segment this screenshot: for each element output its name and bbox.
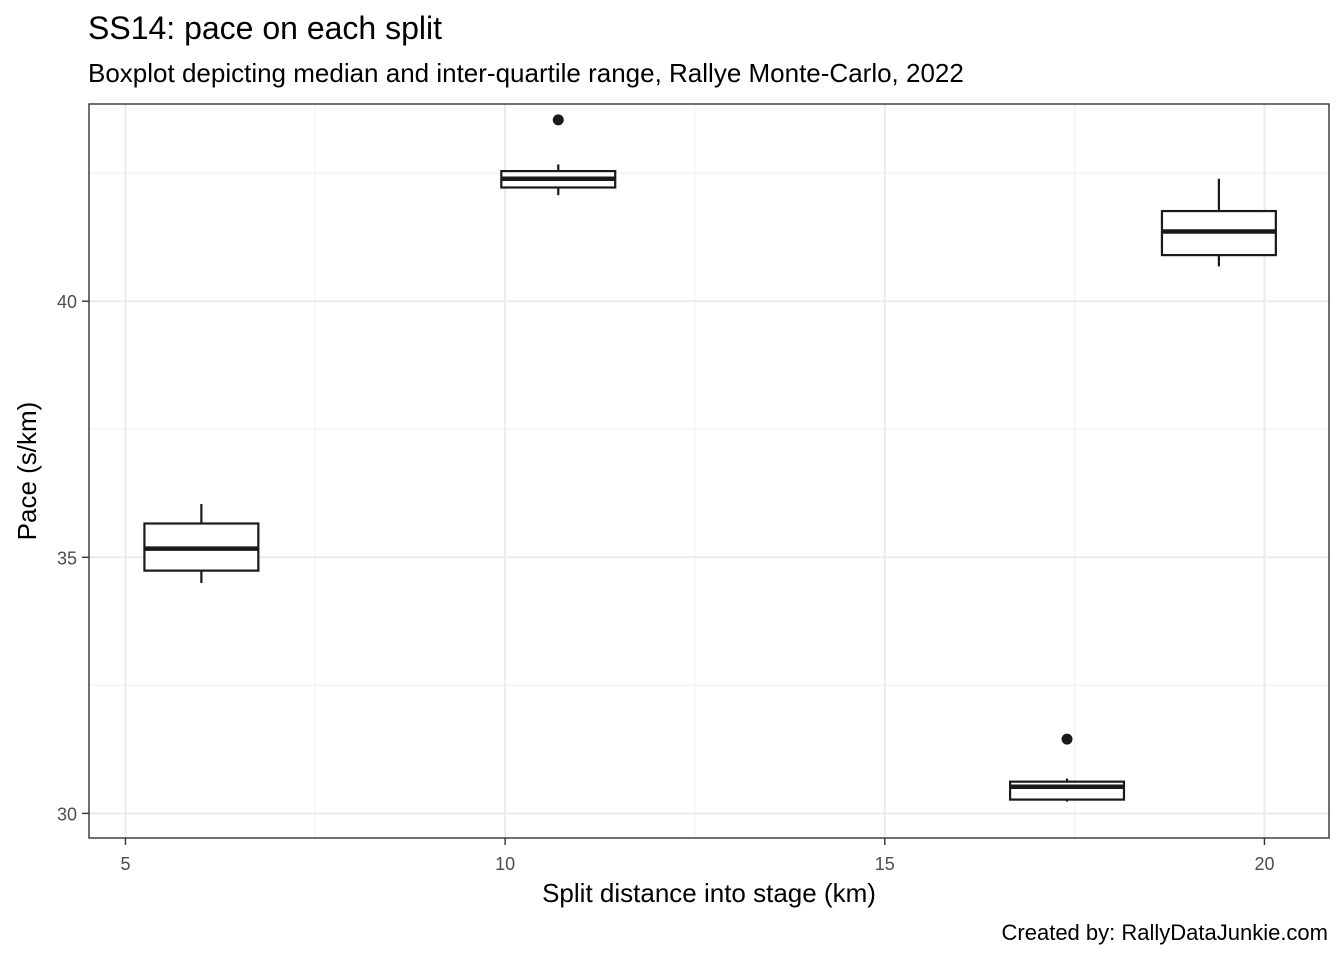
y-tick-label: 30	[57, 804, 77, 824]
outlier-point	[1061, 733, 1073, 745]
y-tick-label: 40	[57, 292, 77, 312]
iqr-box	[1008, 780, 1126, 801]
box-group	[500, 114, 617, 196]
chart-title: SS14: pace on each split	[88, 10, 443, 46]
box-group	[1008, 733, 1126, 802]
chart-subtitle: Boxplot depicting median and inter-quart…	[88, 58, 964, 88]
box-group	[143, 504, 260, 583]
axes: 5 10 15 20 30 35 40	[57, 292, 1275, 874]
y-tick-label: 35	[57, 548, 77, 568]
boxes	[143, 114, 1277, 802]
x-axis-title: Split distance into stage (km)	[542, 878, 876, 908]
panel-border	[88, 103, 1330, 839]
outlier-point	[552, 114, 564, 126]
y-axis-title: Pace (s/km)	[12, 402, 42, 541]
x-tick-label: 10	[495, 854, 515, 874]
x-tick-label: 15	[875, 854, 895, 874]
chart-caption: Created by: RallyDataJunkie.com	[1001, 920, 1328, 945]
x-tick-label: 20	[1254, 854, 1274, 874]
box-group	[1160, 178, 1277, 267]
grid-lines	[89, 104, 1329, 838]
x-tick-label: 5	[120, 854, 130, 874]
